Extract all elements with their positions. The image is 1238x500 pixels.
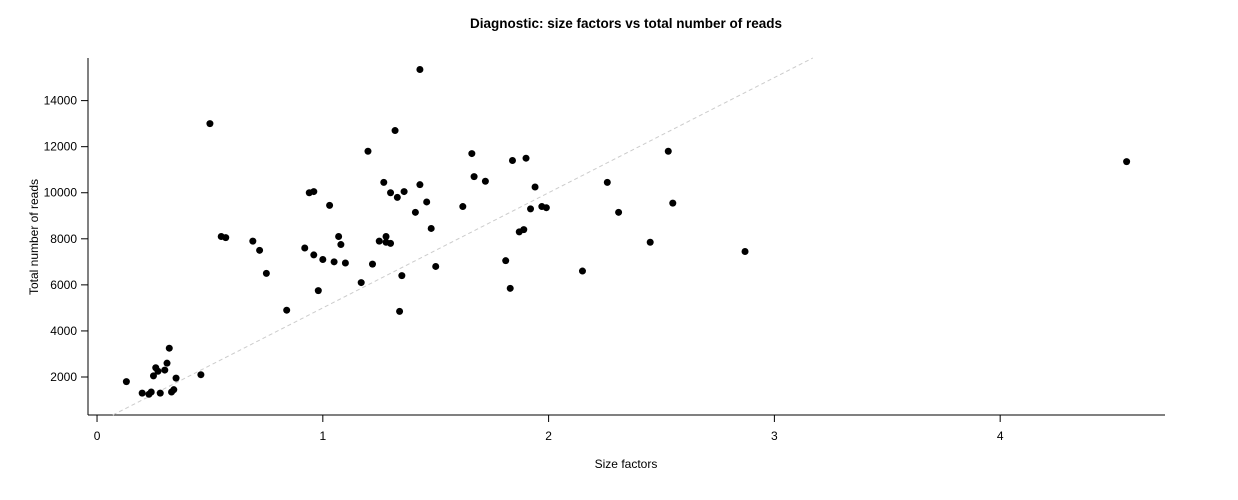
data-point <box>542 204 550 212</box>
data-point <box>249 237 257 245</box>
data-point <box>310 188 318 196</box>
data-point <box>527 205 535 213</box>
data-point <box>391 127 399 135</box>
data-point <box>522 154 530 162</box>
x-tick-label: 1 <box>319 429 326 443</box>
data-point <box>138 389 146 397</box>
data-point <box>615 208 623 216</box>
data-point <box>172 374 180 382</box>
data-point <box>502 257 510 265</box>
y-tick-label: 14000 <box>44 94 78 108</box>
data-point <box>578 267 586 275</box>
data-point <box>314 287 322 295</box>
x-tick-label: 4 <box>997 429 1004 443</box>
data-point <box>165 344 173 352</box>
data-point <box>149 372 157 380</box>
data-point <box>393 193 401 201</box>
data-point <box>310 251 318 259</box>
data-point <box>156 389 164 397</box>
x-axis-label: Size factors <box>595 457 658 471</box>
data-point <box>206 120 214 128</box>
data-point <box>387 239 395 247</box>
x-tick-label: 2 <box>545 429 552 443</box>
data-point <box>416 66 424 74</box>
data-point <box>481 177 489 185</box>
data-point <box>741 247 749 255</box>
y-tick-label: 4000 <box>50 324 77 338</box>
y-tick-label: 8000 <box>50 232 77 246</box>
data-point <box>423 198 431 206</box>
data-point <box>531 183 539 191</box>
data-point <box>364 147 372 155</box>
data-point <box>506 284 514 292</box>
y-tick-label: 6000 <box>50 278 77 292</box>
data-point <box>122 378 130 386</box>
y-tick-label: 12000 <box>44 140 78 154</box>
data-point <box>400 188 408 196</box>
data-point <box>411 208 419 216</box>
data-point <box>170 386 178 394</box>
data-point <box>161 366 169 374</box>
data-point <box>398 272 406 280</box>
data-point <box>459 203 467 211</box>
data-point <box>382 233 390 240</box>
data-point <box>664 147 672 155</box>
y-tick-label: 2000 <box>50 370 77 384</box>
trend-line <box>112 57 814 416</box>
data-point <box>368 260 376 268</box>
data-point <box>301 244 309 252</box>
data-point <box>326 201 334 209</box>
data-point <box>380 178 388 186</box>
data-point <box>470 173 478 181</box>
data-point <box>337 241 345 249</box>
data-point <box>468 150 476 158</box>
data-point <box>520 226 528 234</box>
data-point <box>256 246 264 254</box>
data-point <box>197 371 205 379</box>
data-point <box>163 359 171 367</box>
data-point <box>283 306 291 314</box>
data-point <box>319 256 327 264</box>
chart-title: Diagnostic: size factors vs total number… <box>470 16 782 31</box>
data-point <box>646 238 654 246</box>
data-point <box>375 237 383 245</box>
y-axis-label: Total number of reads <box>27 179 41 295</box>
data-point <box>154 367 162 375</box>
data-point <box>603 178 611 186</box>
data-point <box>335 233 343 240</box>
data-point <box>508 156 516 164</box>
y-tick-label: 10000 <box>44 186 78 200</box>
data-point <box>357 279 365 287</box>
data-point <box>387 189 395 197</box>
plot-area: 0 1 2 3 4 2000 4000 6000 8000 10000 12000 14000 <box>44 57 1165 443</box>
data-point <box>222 234 230 242</box>
data-point <box>1123 158 1131 166</box>
x-tick-label: 0 <box>94 429 101 443</box>
data-point <box>262 269 270 277</box>
data-point <box>147 388 155 396</box>
data-point <box>432 262 440 270</box>
data-point <box>416 181 424 189</box>
data-point <box>427 224 435 232</box>
data-point <box>330 258 338 266</box>
data-point <box>669 199 677 207</box>
x-tick-label: 3 <box>771 429 778 443</box>
data-point <box>396 307 404 315</box>
data-point <box>341 259 349 267</box>
